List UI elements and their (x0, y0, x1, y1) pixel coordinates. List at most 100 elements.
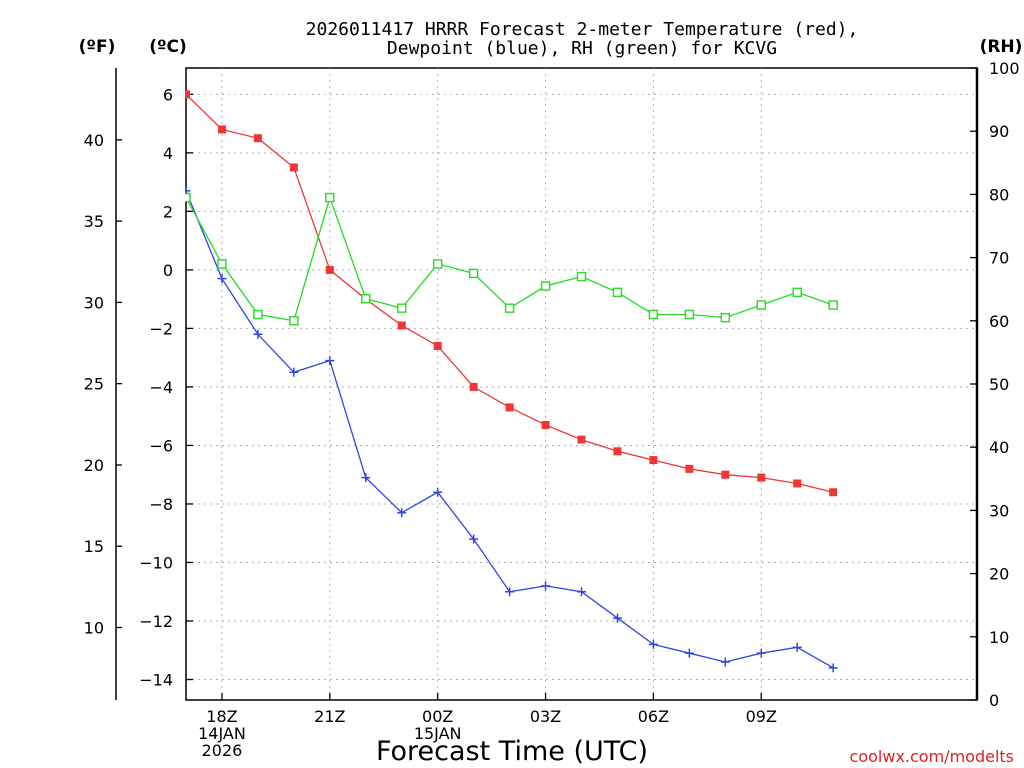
2-meter-temperature-point (577, 435, 586, 444)
rh-tick-label: 20 (989, 565, 1009, 584)
rh-unit-label: (RH) (980, 37, 1023, 57)
dewpoint-point (505, 587, 515, 597)
celsius-tick-label: 2 (163, 202, 173, 221)
fahrenheit-tick-label: 35 (84, 212, 104, 231)
relative-humidity-line (185, 195, 834, 322)
relative-humidity-point (756, 300, 766, 310)
2-meter-temperature-series (185, 90, 838, 497)
relative-humidity-point (540, 281, 551, 291)
celsius-tick-label: 0 (163, 261, 173, 280)
dewpoint-point (397, 508, 407, 518)
celsius-tick-label: −2 (149, 319, 173, 338)
relative-humidity-point (648, 309, 659, 320)
plot-frame (185, 67, 978, 701)
2-meter-temperature-point (793, 479, 802, 488)
dewpoint-point (720, 657, 730, 667)
relative-humidity-point (828, 300, 838, 310)
2-meter-temperature-point (289, 163, 298, 172)
fahrenheit-unit-label: (ºF) (79, 37, 116, 57)
relative-humidity-point (720, 312, 731, 323)
fahrenheit-tick-label: 25 (84, 375, 104, 394)
fahrenheit-tick-label: 40 (84, 131, 104, 150)
relative-humidity-point (792, 287, 802, 298)
2-meter-temperature-point (613, 447, 622, 456)
relative-humidity-series (185, 192, 838, 326)
dewpoint-point (756, 648, 766, 658)
dewpoint-point (289, 367, 299, 377)
rh-tick-label: 100 (989, 59, 1020, 78)
series-layer (185, 90, 838, 673)
x-tick-label: 00Z (422, 707, 453, 726)
relative-humidity-point (253, 309, 263, 320)
fahrenheit-tick-label: 30 (84, 293, 104, 312)
2-meter-temperature-point (829, 488, 838, 497)
celsius-tick-label: −10 (139, 553, 173, 572)
rh-tick-label: 60 (989, 312, 1009, 331)
credit-label: coolwx.com/modelts (850, 747, 1014, 766)
dewpoint-point (433, 487, 443, 497)
dewpoint-point (361, 473, 371, 483)
x-tick-label: 09Z (746, 707, 777, 726)
2-meter-temperature-line (185, 93, 834, 493)
fahrenheit-tick-label: 10 (84, 619, 104, 638)
rh-tick-label: 90 (989, 122, 1009, 141)
dewpoint-point (469, 534, 479, 544)
rh-tick-label: 70 (989, 249, 1009, 268)
relative-humidity-point (504, 303, 515, 313)
dewpoint-point (577, 587, 586, 597)
dewpoint-point (253, 329, 263, 339)
dewpoint-point (828, 663, 838, 673)
x-tick-label: 14JAN (198, 724, 246, 743)
2-meter-temperature-point (541, 420, 550, 429)
celsius-tick-label: −8 (149, 495, 173, 514)
x-tick-label: 03Z (530, 707, 561, 726)
2-meter-temperature-point (217, 125, 226, 134)
2-meter-temperature-point (757, 473, 766, 482)
dewpoint-point (541, 581, 551, 591)
dewpoint-point (648, 639, 658, 649)
grid-layer (186, 68, 977, 700)
dewpoint-point (612, 613, 622, 623)
rh-tick-label: 30 (989, 501, 1009, 520)
relative-humidity-point (576, 271, 587, 282)
2-meter-temperature-point (721, 470, 730, 479)
dewpoint-point (792, 642, 802, 652)
2-meter-temperature-point (185, 90, 190, 99)
dewpoint-line (185, 190, 834, 669)
2-meter-temperature-point (469, 382, 478, 391)
rh-tick-label: 40 (989, 438, 1009, 457)
rh-tick-label: 0 (989, 691, 999, 710)
fahrenheit-tick-label: 15 (84, 537, 104, 556)
rh-tick-label: 50 (989, 375, 1009, 394)
relative-humidity-point (361, 293, 371, 304)
relative-humidity-point (468, 268, 479, 279)
relative-humidity-point (185, 192, 191, 203)
relative-humidity-point (432, 259, 443, 269)
relative-humidity-point (612, 287, 623, 298)
dewpoint-point (325, 356, 335, 366)
relative-humidity-point (397, 303, 407, 313)
2-meter-temperature-point (325, 265, 334, 274)
2-meter-temperature-point (397, 321, 406, 330)
celsius-unit-label: (ºC) (149, 37, 187, 57)
relative-humidity-point (289, 316, 299, 326)
chart-title-line-2: Dewpoint (blue), RH (green) for KCVG (387, 38, 777, 59)
2-meter-temperature-point (685, 464, 694, 473)
celsius-tick-label: −6 (149, 436, 173, 455)
celsius-tick-label: −14 (139, 671, 173, 690)
2-meter-temperature-point (505, 403, 514, 412)
rh-tick-label: 80 (989, 185, 1009, 204)
relative-humidity-point (217, 259, 227, 269)
x-axis-label: Forecast Time (UTC) (376, 736, 648, 767)
celsius-tick-label: 6 (163, 85, 173, 104)
dewpoint-point (684, 648, 694, 658)
rh-tick-label: 10 (989, 628, 1009, 647)
celsius-tick-label: 4 (163, 144, 173, 163)
relative-humidity-point (325, 192, 335, 203)
2-meter-temperature-point (433, 341, 442, 350)
dewpoint-point (217, 274, 227, 284)
dewpoint-series (185, 186, 838, 673)
fahrenheit-tick-label: 20 (84, 456, 104, 475)
